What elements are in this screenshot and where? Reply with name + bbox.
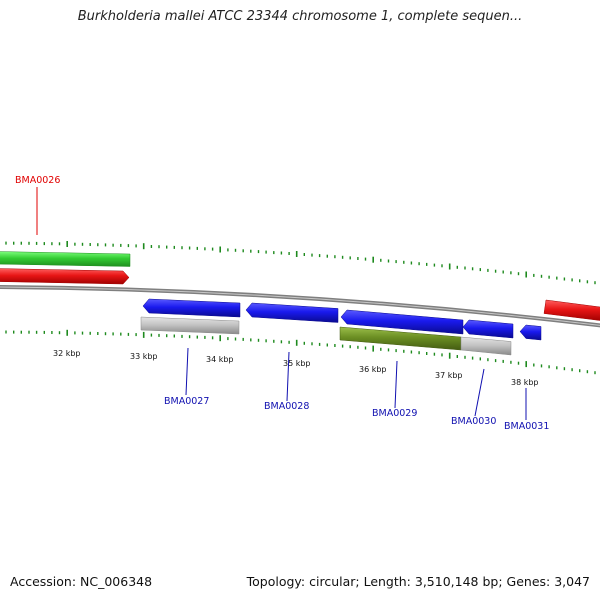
- inner-tick-ring: [5, 329, 596, 375]
- gene-label-bma0027[interactable]: BMA0027: [164, 396, 209, 407]
- scale-label-35kbp: 35 kbp: [283, 359, 311, 368]
- scale-label-38kbp: 38 kbp: [511, 378, 539, 387]
- gene-label-bma0026[interactable]: BMA0026: [15, 175, 60, 186]
- scale-label-33kbp: 33 kbp: [130, 352, 158, 361]
- gene-bma0027-arrow[interactable]: [142, 298, 241, 318]
- gene-label-bma0030[interactable]: BMA0030: [451, 416, 496, 427]
- gene-label-bma0031[interactable]: BMA0031: [504, 421, 549, 432]
- gene-bma0028-arrow[interactable]: [245, 302, 339, 323]
- scale-labels: 32 kbp 33 kbp 34 kbp 35 kbp 36 kbp 37 kb…: [53, 349, 539, 387]
- gene-callout-lines: [36, 187, 527, 420]
- gene-label-bma0028[interactable]: BMA0028: [264, 401, 309, 412]
- gene-bma0030-gray-bar[interactable]: [460, 336, 512, 356]
- scale-label-34kbp: 34 kbp: [206, 355, 234, 364]
- gene-bma0029-arrow[interactable]: [340, 309, 464, 335]
- gene-bma0031-arrow[interactable]: [519, 324, 542, 341]
- genome-summary-text: Topology: circular; Length: 3,510,148 bp…: [246, 574, 590, 589]
- gene-label-bma0029[interactable]: BMA0029: [372, 408, 417, 419]
- green-feature-bar[interactable]: [0, 251, 131, 267]
- gene-bma0027-gray-bar[interactable]: [140, 316, 240, 335]
- callout-line-bma0027: [185, 347, 189, 396]
- map-title: Burkholderia mallei ATCC 23344 chromosom…: [77, 9, 523, 24]
- callout-line-bma0030: [474, 368, 485, 417]
- callout-line-bma0029: [394, 360, 398, 409]
- gene-bma0030-arrow[interactable]: [462, 319, 514, 339]
- scale-label-37kbp: 37 kbp: [435, 371, 463, 380]
- gene-right-edge-arrow[interactable]: [543, 299, 600, 321]
- sequence-backbone: [0, 285, 600, 328]
- callout-line-bma0028: [286, 351, 290, 402]
- gene-labels: BMA0026 BMA0027 BMA0028 BMA0029 BMA0030 …: [15, 175, 549, 432]
- reverse-strand-features: [140, 298, 542, 356]
- scale-label-36kbp: 36 kbp: [359, 365, 387, 374]
- scale-label-32kbp: 32 kbp: [53, 349, 81, 358]
- gene-bma0026-arrow[interactable]: [0, 268, 130, 285]
- accession-text: Accession: NC_006348: [10, 574, 153, 589]
- forward-strand-features: [0, 251, 600, 321]
- outer-tick-ring: [5, 241, 596, 285]
